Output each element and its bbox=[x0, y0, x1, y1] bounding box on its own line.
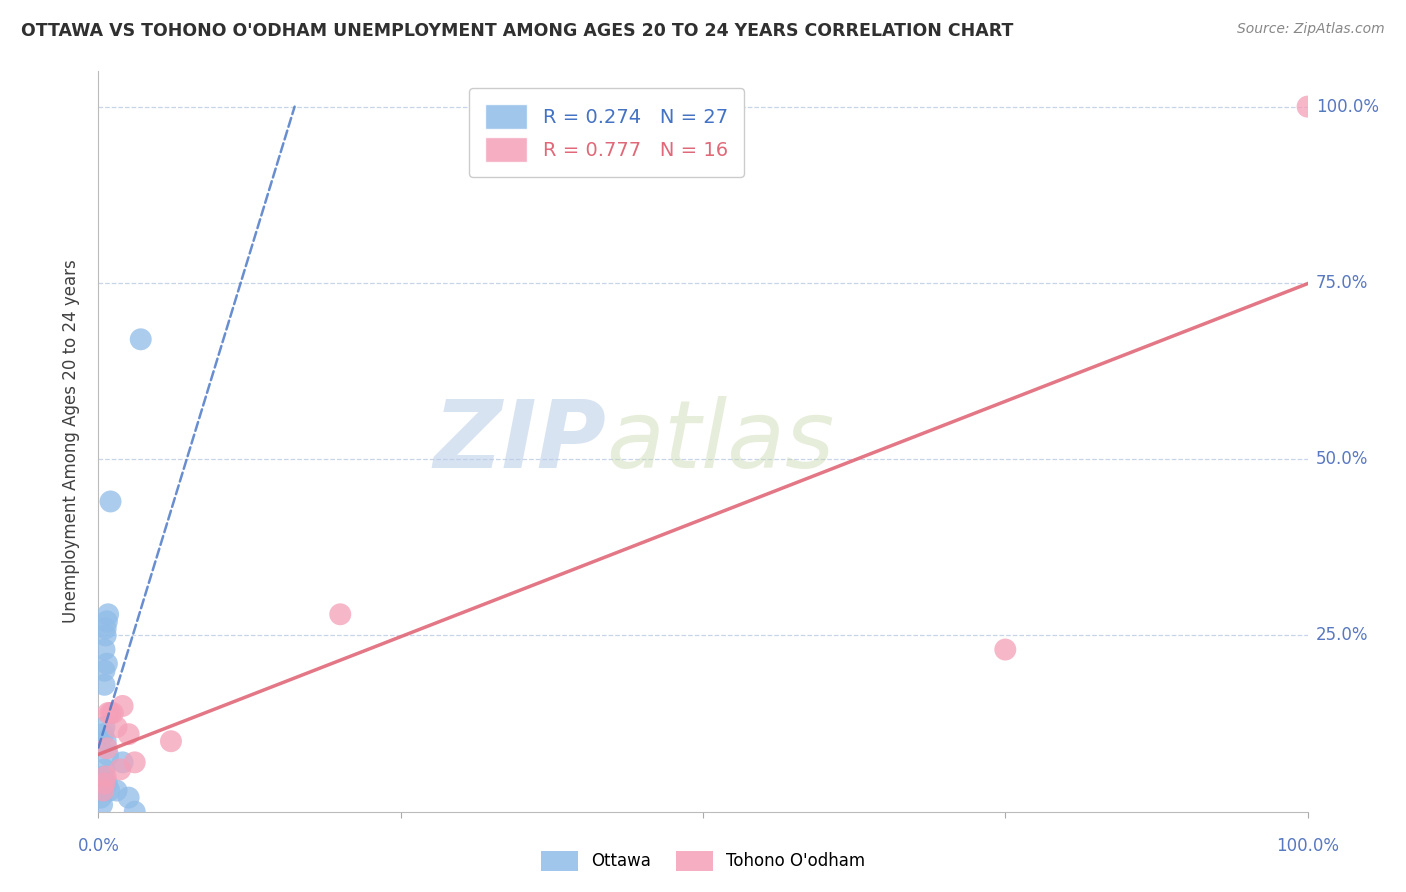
Legend: R = 0.274   N = 27, R = 0.777   N = 16: R = 0.274 N = 27, R = 0.777 N = 16 bbox=[470, 88, 744, 178]
Point bbox=[94, 628, 117, 642]
Point bbox=[100, 494, 122, 508]
Point bbox=[111, 698, 134, 713]
Point bbox=[91, 769, 114, 783]
Text: 0.0%: 0.0% bbox=[77, 837, 120, 855]
Point bbox=[101, 706, 124, 720]
Point bbox=[93, 776, 115, 790]
Text: 100.0%: 100.0% bbox=[1316, 97, 1379, 116]
Point bbox=[91, 776, 114, 790]
Point bbox=[96, 776, 118, 790]
Text: 75.0%: 75.0% bbox=[1316, 274, 1368, 292]
Point bbox=[118, 790, 141, 805]
Text: 50.0%: 50.0% bbox=[1316, 450, 1368, 468]
Point bbox=[160, 734, 183, 748]
Text: OTTAWA VS TOHONO O'ODHAM UNEMPLOYMENT AMONG AGES 20 TO 24 YEARS CORRELATION CHAR: OTTAWA VS TOHONO O'ODHAM UNEMPLOYMENT AM… bbox=[21, 22, 1014, 40]
Point bbox=[93, 678, 115, 692]
Point bbox=[91, 783, 114, 797]
Point bbox=[96, 615, 118, 629]
Point bbox=[105, 720, 128, 734]
Text: ZIP: ZIP bbox=[433, 395, 606, 488]
Point bbox=[329, 607, 352, 622]
Point bbox=[100, 706, 122, 720]
Point bbox=[93, 642, 115, 657]
Point bbox=[94, 621, 117, 635]
Point bbox=[91, 727, 114, 741]
Point bbox=[124, 805, 146, 819]
Point bbox=[994, 642, 1017, 657]
Point bbox=[91, 776, 114, 790]
Y-axis label: Unemployment Among Ages 20 to 24 years: Unemployment Among Ages 20 to 24 years bbox=[62, 260, 80, 624]
Point bbox=[118, 727, 141, 741]
Text: atlas: atlas bbox=[606, 396, 835, 487]
Point bbox=[93, 763, 115, 777]
Point bbox=[111, 756, 134, 770]
Point bbox=[97, 748, 120, 763]
Text: Source: ZipAtlas.com: Source: ZipAtlas.com bbox=[1237, 22, 1385, 37]
Point bbox=[105, 783, 128, 797]
Point bbox=[93, 720, 115, 734]
Point bbox=[1296, 100, 1319, 114]
Text: 100.0%: 100.0% bbox=[1277, 837, 1339, 855]
Point bbox=[97, 607, 120, 622]
Point bbox=[124, 756, 146, 770]
Point bbox=[98, 783, 121, 797]
Point bbox=[96, 657, 118, 671]
Text: 25.0%: 25.0% bbox=[1316, 626, 1368, 644]
Point bbox=[90, 790, 112, 805]
Point bbox=[94, 769, 117, 783]
Point bbox=[96, 741, 118, 756]
Point bbox=[93, 664, 115, 678]
Point bbox=[129, 332, 152, 346]
Point bbox=[108, 763, 131, 777]
Point bbox=[94, 734, 117, 748]
Legend: Ottawa, Tohono O'odham: Ottawa, Tohono O'odham bbox=[533, 842, 873, 880]
Point bbox=[91, 783, 114, 797]
Point bbox=[97, 706, 120, 720]
Point bbox=[91, 797, 114, 812]
